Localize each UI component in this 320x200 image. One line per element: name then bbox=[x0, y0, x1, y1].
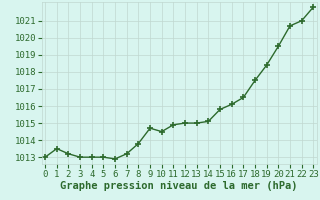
X-axis label: Graphe pression niveau de la mer (hPa): Graphe pression niveau de la mer (hPa) bbox=[60, 181, 298, 191]
